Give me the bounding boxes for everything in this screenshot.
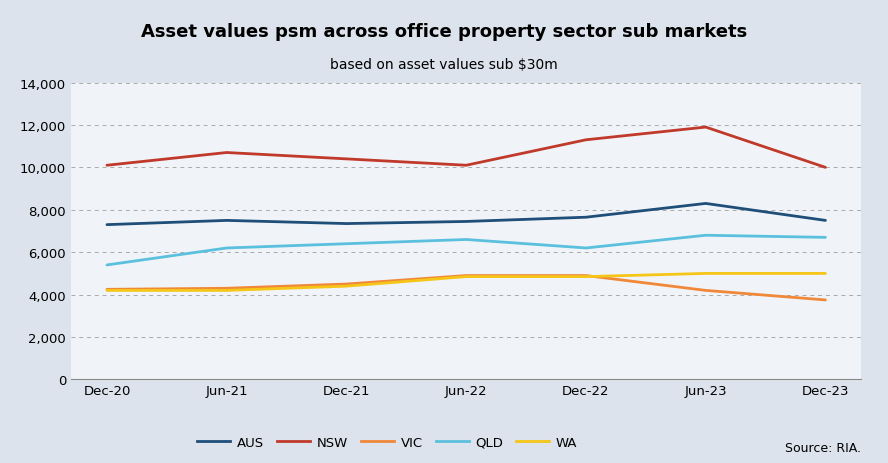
Text: Asset values psm across office property sector sub markets: Asset values psm across office property … xyxy=(141,23,747,41)
WA xyxy=(341,284,352,289)
QLD xyxy=(701,233,711,238)
NSW xyxy=(461,163,472,169)
QLD xyxy=(581,246,591,251)
AUS xyxy=(461,219,472,225)
NSW xyxy=(101,163,112,169)
Text: based on asset values sub $30m: based on asset values sub $30m xyxy=(330,58,558,72)
Text: Source: RIA.: Source: RIA. xyxy=(785,441,861,454)
AUS xyxy=(701,201,711,207)
Legend: AUS, NSW, VIC, QLD, WA: AUS, NSW, VIC, QLD, WA xyxy=(192,431,583,454)
Line: QLD: QLD xyxy=(107,236,826,265)
NSW xyxy=(701,125,711,131)
Line: WA: WA xyxy=(107,274,826,291)
QLD xyxy=(221,246,232,251)
VIC xyxy=(701,288,711,294)
QLD xyxy=(821,235,831,241)
AUS xyxy=(341,221,352,227)
QLD xyxy=(101,263,112,268)
NSW xyxy=(341,157,352,163)
VIC xyxy=(221,286,232,291)
WA xyxy=(821,271,831,276)
VIC xyxy=(341,282,352,287)
AUS xyxy=(221,218,232,224)
QLD xyxy=(461,237,472,243)
QLD xyxy=(341,241,352,247)
Line: VIC: VIC xyxy=(107,276,826,300)
Line: NSW: NSW xyxy=(107,128,826,168)
WA xyxy=(221,288,232,294)
VIC xyxy=(581,273,591,279)
Line: AUS: AUS xyxy=(107,204,826,225)
AUS xyxy=(101,222,112,228)
WA xyxy=(581,274,591,280)
NSW xyxy=(821,165,831,171)
WA xyxy=(701,271,711,276)
VIC xyxy=(821,298,831,303)
VIC xyxy=(461,273,472,279)
VIC xyxy=(101,287,112,293)
WA xyxy=(461,274,472,280)
AUS xyxy=(581,215,591,220)
NSW xyxy=(581,138,591,143)
AUS xyxy=(821,218,831,224)
WA xyxy=(101,288,112,294)
NSW xyxy=(221,150,232,156)
